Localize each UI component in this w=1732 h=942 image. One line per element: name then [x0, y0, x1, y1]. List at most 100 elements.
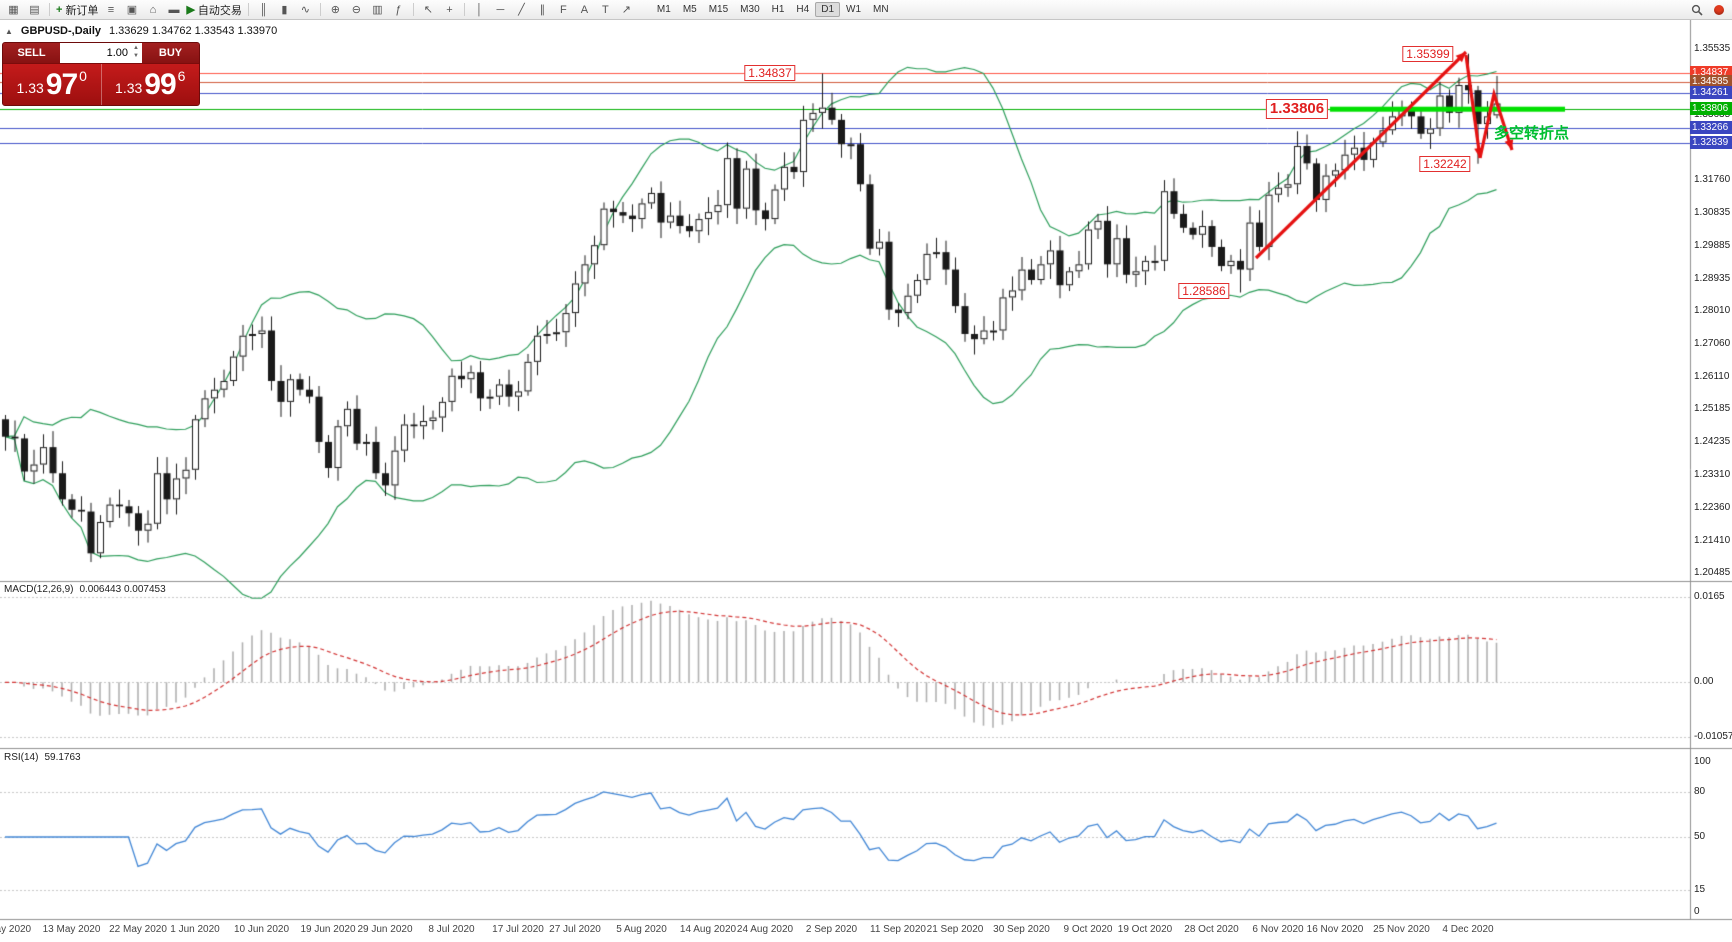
zoom-out-button[interactable]: ⊖ — [346, 2, 367, 18]
terminal-button[interactable]: ▬ — [163, 2, 184, 18]
bar-chart-icon: ║ — [259, 3, 268, 16]
ohlc-values: 1.33629 1.34762 1.33543 1.33970 — [109, 25, 278, 37]
timeframe-toolbar: M1 M5 M15 M30 H1 H4 D1 W1 MN — [651, 2, 895, 17]
macd-label: MACD(12,26,9) — [4, 584, 74, 595]
horizontal-line-icon: ─ — [496, 3, 505, 16]
volume-spinner: ▲ ▼ — [131, 44, 141, 60]
cursor-button[interactable]: ↖ — [418, 2, 439, 18]
zoom-in-button[interactable]: ⊕ — [325, 2, 346, 18]
candle-chart-icon: ▮ — [281, 3, 288, 16]
symbol-period-label: GBPUSD-,Daily — [20, 25, 101, 37]
one-click-trade-panel: SELL ▲ ▼ BUY 1.33 97 0 1.33 99 6 — [2, 42, 200, 106]
indicators-icon: ƒ — [395, 3, 402, 16]
new-order-button-label: 新订单 — [65, 4, 99, 17]
market-watch-icon: ≡ — [107, 3, 115, 16]
sell-button[interactable]: SELL — [3, 43, 60, 63]
search-icon — [1691, 4, 1703, 16]
rsi-value: 59.1763 — [44, 752, 81, 763]
text-label-button[interactable]: T — [595, 2, 616, 18]
crosshair-icon: + — [446, 3, 453, 16]
timeframe-m30[interactable]: M30 — [740, 4, 760, 15]
navigator-button[interactable]: ⌂ — [142, 2, 163, 18]
new-order-icon: + — [56, 3, 63, 16]
sell-price-small: 1.33 — [16, 79, 44, 96]
timeframe-mn[interactable]: MN — [873, 4, 889, 15]
quote-header: ▲ GBPUSD-,Daily 1.33629 1.34762 1.33543 … — [5, 25, 277, 37]
horizontal-line-button[interactable]: ─ — [490, 2, 511, 18]
one-click-toggle[interactable]: ▲ — [5, 27, 13, 36]
channel-button[interactable]: ∥ — [532, 2, 553, 18]
line-chart-icon: ∿ — [300, 3, 311, 16]
arrows-button[interactable]: ↗ — [616, 2, 637, 18]
volume-field: ▲ ▼ — [60, 43, 142, 63]
bar-chart-button[interactable]: ║ — [253, 2, 274, 18]
buy-price[interactable]: 1.33 99 6 — [100, 64, 200, 105]
buy-price-small: 1.33 — [115, 79, 143, 96]
sell-price[interactable]: 1.33 97 0 — [3, 64, 101, 105]
cursor-icon: ↖ — [423, 3, 434, 16]
toolbar-separator — [247, 3, 249, 16]
vertical-line-button[interactable]: │ — [469, 2, 490, 18]
toolbar-separator — [412, 3, 414, 16]
new-chart-icon: ▦ — [8, 3, 19, 16]
indicators-button[interactable]: ƒ — [388, 2, 409, 18]
toolbar-separator — [49, 3, 50, 16]
data-window-icon: ▣ — [126, 3, 138, 16]
trendline-button[interactable]: ╱ — [511, 2, 532, 18]
sell-price-big: 97 — [45, 67, 78, 101]
autotrade-icon: ▶ — [186, 3, 195, 16]
new-order-button[interactable]: + 新订单 — [54, 2, 100, 18]
timeframe-h4[interactable]: H4 — [796, 4, 810, 15]
data-window-button[interactable]: ▣ — [121, 2, 142, 18]
rsi-header: RSI(14) 59.1763 — [4, 752, 81, 763]
vertical-line-icon: │ — [475, 3, 483, 16]
autotrade-button-label: 自动交易 — [197, 4, 242, 17]
macd-header: MACD(12,26,9) 0.006443 0.007453 — [4, 584, 166, 595]
toolbar-separator — [463, 3, 465, 16]
rsi-label: RSI(14) — [4, 752, 39, 763]
notification-badge[interactable] — [1714, 4, 1724, 15]
arrows-icon: ↗ — [621, 3, 632, 16]
crosshair-button[interactable]: + — [439, 2, 460, 18]
autotrade-button[interactable]: ▶ 自动交易 — [184, 2, 243, 18]
trade-panel-prices: 1.33 97 0 1.33 99 6 — [3, 64, 199, 105]
buy-price-sup: 6 — [177, 68, 186, 84]
timeframe-w1[interactable]: W1 — [846, 4, 862, 15]
timeframe-d1[interactable]: D1 — [815, 2, 841, 17]
timeframe-m15[interactable]: M15 — [708, 4, 729, 15]
timeframe-m5[interactable]: M5 — [682, 4, 697, 15]
buy-button[interactable]: BUY — [142, 43, 199, 63]
trade-panel-controls: SELL ▲ ▼ BUY — [3, 43, 199, 64]
sell-price-sup: 0 — [79, 68, 87, 84]
search-button[interactable] — [1686, 2, 1707, 18]
trendline-icon: ╱ — [518, 3, 525, 16]
volume-input[interactable] — [60, 43, 142, 63]
new-chart-button[interactable]: ▦ — [3, 2, 24, 18]
tile-windows-icon: ▥ — [372, 3, 383, 16]
buy-price-big: 99 — [144, 67, 176, 101]
channel-icon: ∥ — [539, 3, 546, 16]
tile-windows-button[interactable]: ▥ — [367, 2, 388, 18]
fibonacci-button[interactable]: F — [553, 2, 574, 18]
text-button[interactable]: A — [574, 2, 595, 18]
chart-profiles-button[interactable]: ▤ — [24, 2, 45, 18]
zoom-in-icon: ⊕ — [330, 3, 341, 16]
chart-profiles-icon: ▤ — [29, 3, 40, 16]
line-chart-button[interactable]: ∿ — [295, 2, 316, 18]
volume-down-icon[interactable]: ▼ — [133, 53, 139, 59]
timeframe-h1[interactable]: H1 — [771, 4, 785, 15]
text-label-icon: T — [602, 3, 609, 16]
market-watch-button[interactable]: ≡ — [100, 2, 121, 18]
toolbar-right — [1686, 2, 1729, 18]
timeframe-m1[interactable]: M1 — [656, 4, 671, 15]
toolbar: ▦ ▤ + 新订单 ≡ ▣ ⌂ ▬ ▶ 自动交易 ║ ▮ ∿ ⊕ ⊖ ▥ ƒ ↖ + │ ─ ╱ ∥ F A T ↗ M1 M5 M15… — [0, 0, 1732, 20]
terminal-icon: ▬ — [168, 3, 180, 16]
candle-chart-button[interactable]: ▮ — [274, 2, 295, 18]
volume-up-icon[interactable]: ▲ — [133, 45, 139, 51]
text-icon: A — [580, 3, 589, 16]
toolbar-icons: ▦ ▤ + 新订单 ≡ ▣ ⌂ ▬ ▶ 自动交易 ║ ▮ ∿ ⊕ ⊖ ▥ ƒ ↖ + │ ─ ╱ ∥ F A T ↗ — [3, 2, 637, 18]
zoom-out-icon: ⊖ — [351, 3, 362, 16]
fibonacci-icon: F — [560, 3, 567, 16]
